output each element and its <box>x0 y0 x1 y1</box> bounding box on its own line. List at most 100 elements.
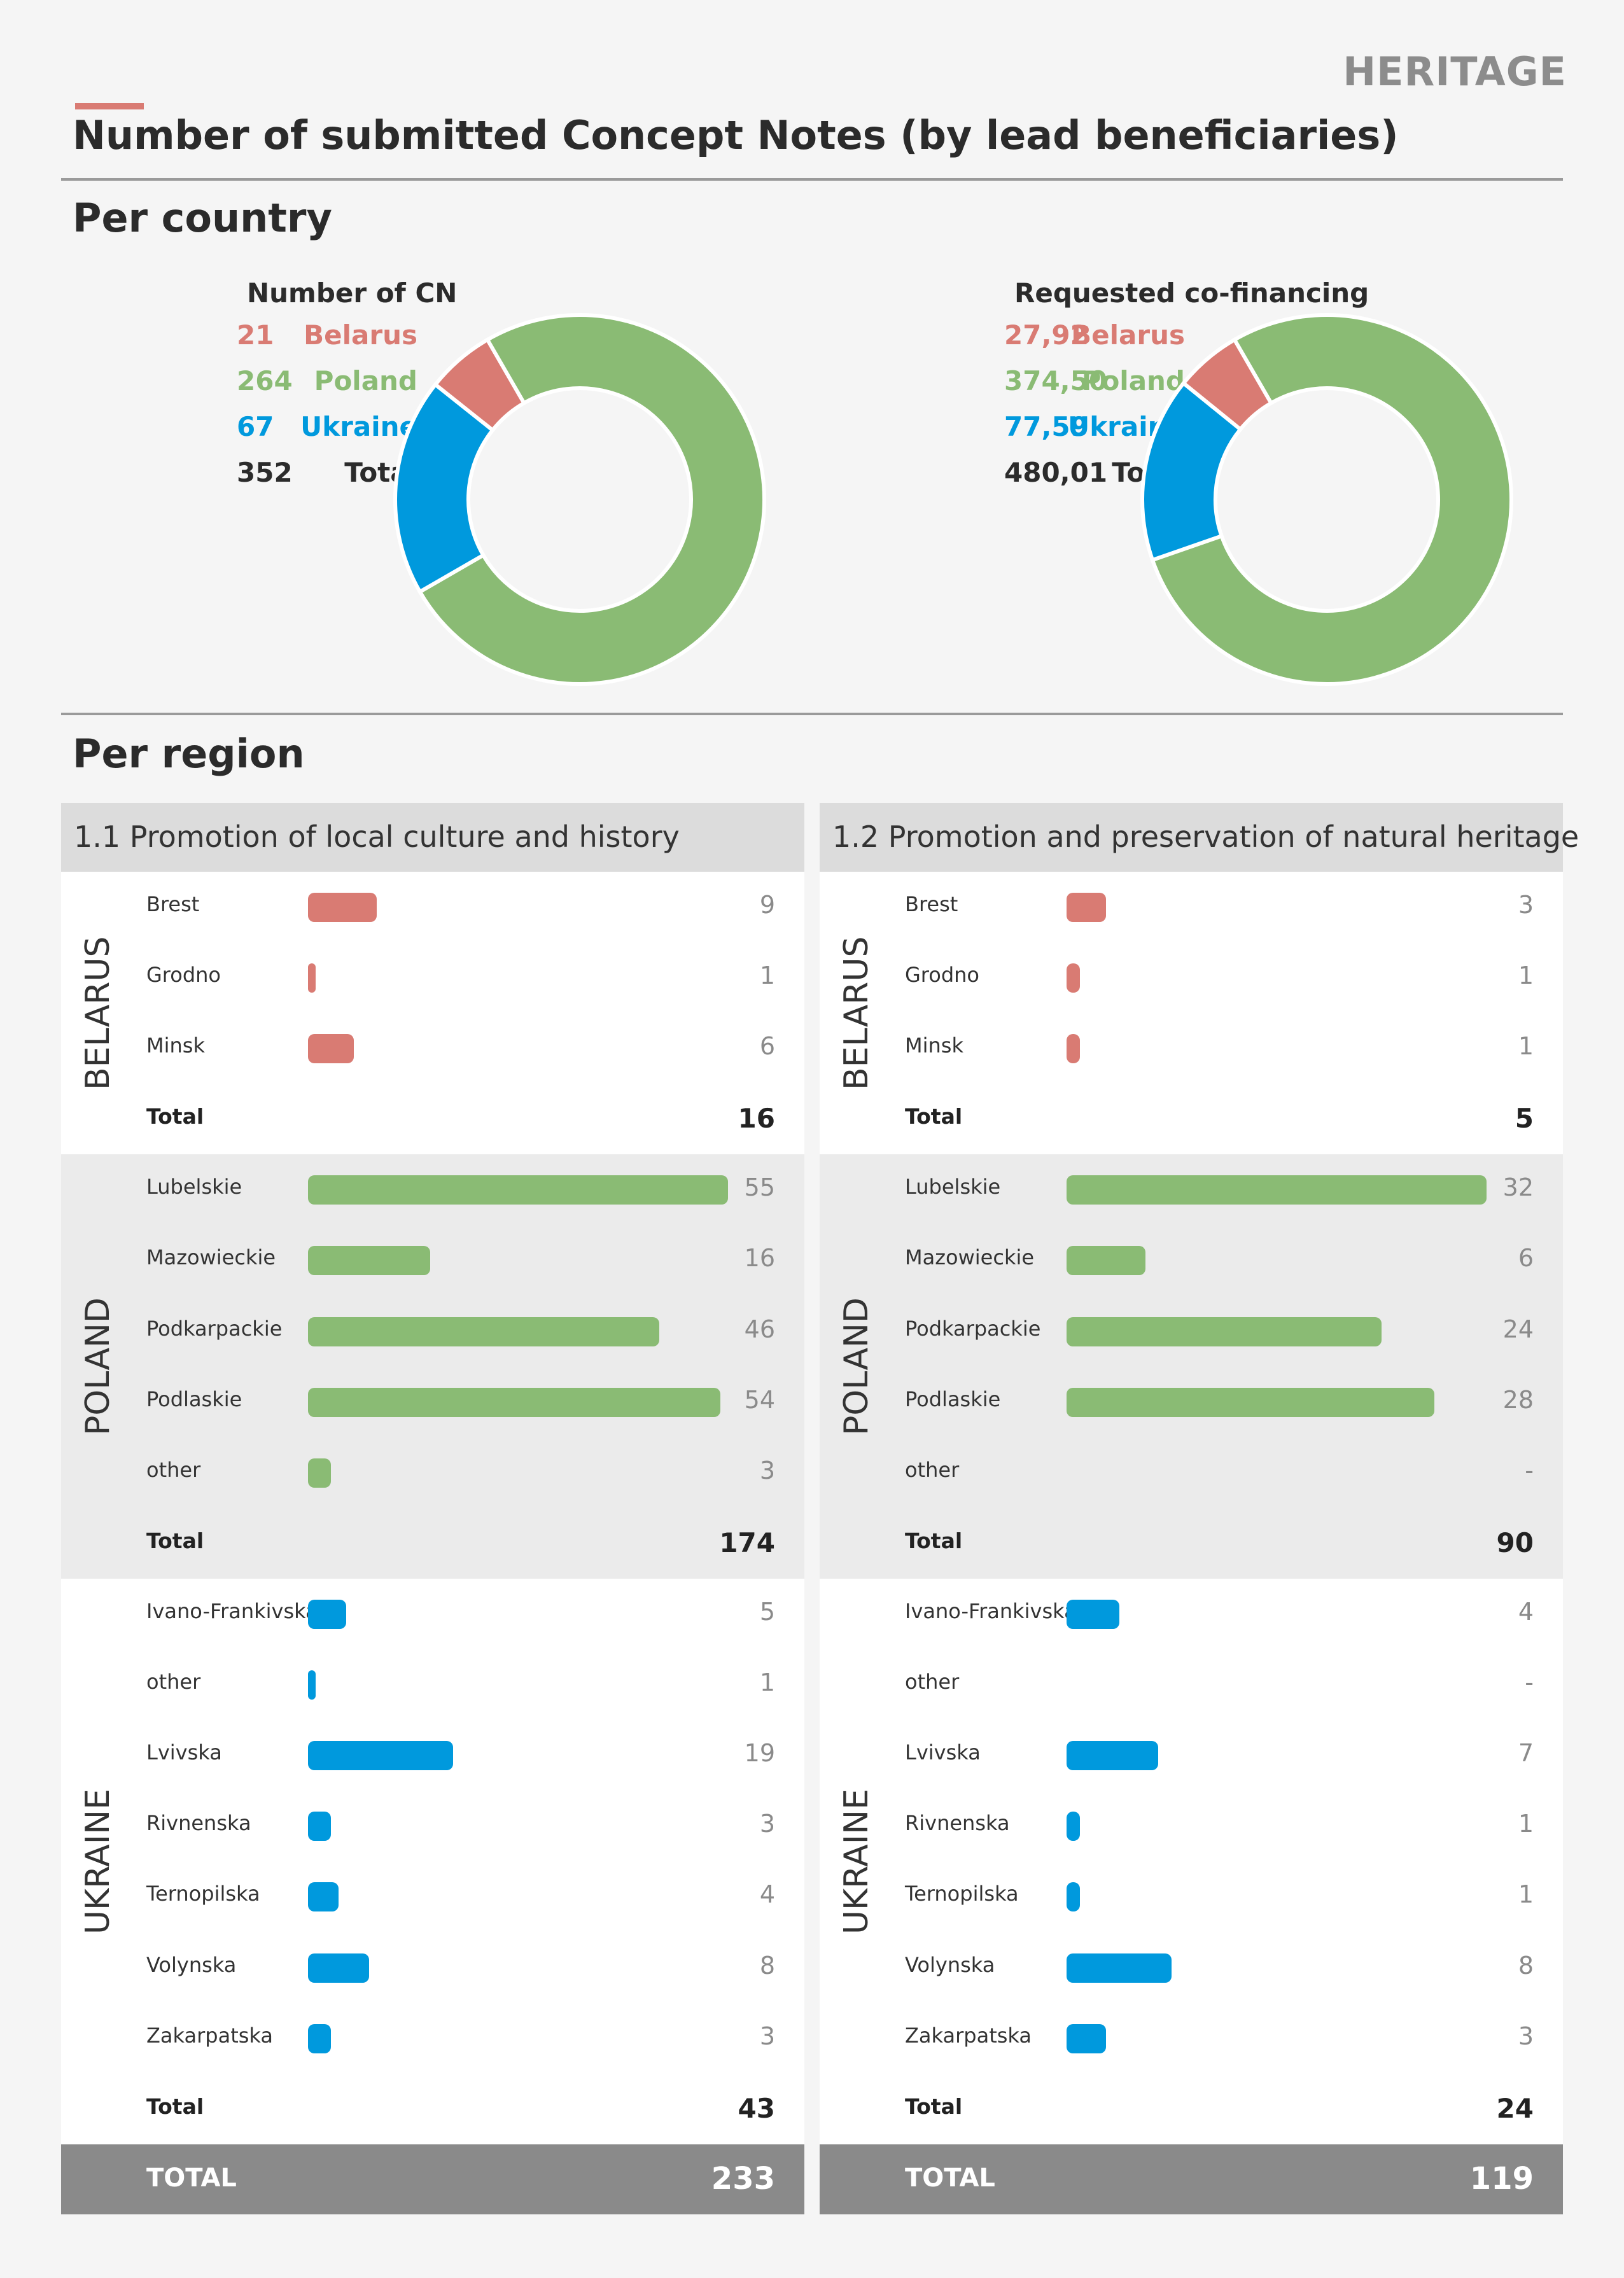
total-label: Total <box>146 2093 204 2119</box>
region-value: - <box>1525 1456 1534 1485</box>
region-bar <box>1067 1741 1159 1771</box>
region-row: Ivano-Frankivska 5 <box>61 1579 804 1649</box>
grand-total-value: 233 <box>711 2160 775 2197</box>
region-row: Ternopilska 1 <box>820 1861 1563 1932</box>
region-bar <box>308 1600 346 1629</box>
region-name: Ivano-Frankivska <box>905 1599 1077 1623</box>
region-bar <box>1067 1317 1382 1346</box>
region-row: Lvivska 7 <box>820 1720 1563 1791</box>
section-tag: HERITAGE <box>1343 48 1567 95</box>
legend-value: 21 <box>237 319 274 351</box>
total-label: Total <box>905 2093 963 2119</box>
legend-row-total: Total480,01 <box>803 457 1185 495</box>
donut-slice-ukraine <box>393 382 496 595</box>
region-row: Podlaskie 54 <box>61 1367 804 1437</box>
region-row: Zakarpatska 3 <box>61 2003 804 2074</box>
region-value: 55 <box>744 1173 775 1202</box>
region-value: 6 <box>759 1032 775 1061</box>
legend-value: 77,59 <box>1004 411 1089 442</box>
donut-slice-poland <box>417 313 766 686</box>
region-value: 8 <box>1518 1951 1534 1980</box>
region-name: Ivano-Frankivska <box>146 1599 318 1623</box>
legend-value: 480,01 <box>1004 457 1108 488</box>
region-row: other - <box>820 1437 1563 1508</box>
region-name: other <box>905 1670 960 1695</box>
region-bar <box>1067 1812 1080 1841</box>
region-value: 54 <box>744 1385 775 1414</box>
region-value: 1 <box>1518 1032 1534 1061</box>
grand-total-row: TOTAL 233 <box>61 2144 804 2214</box>
region-name: Lubelskie <box>905 1175 1001 1199</box>
region-value: 19 <box>744 1739 775 1768</box>
region-value: 1 <box>759 1668 775 1697</box>
region-name: Mazowieckie <box>146 1245 276 1270</box>
region-row: Lubelskie 32 <box>820 1154 1563 1225</box>
total-value: 43 <box>738 2092 775 2124</box>
region-name: Podlaskie <box>146 1387 242 1411</box>
total-value: 5 <box>1515 1103 1534 1135</box>
region-row: other 3 <box>61 1437 804 1508</box>
region-name: Volynska <box>146 1952 237 1977</box>
region-row: Podlaskie 28 <box>820 1367 1563 1437</box>
total-value: 24 <box>1496 2092 1534 2124</box>
legend-heading: Requested co-financing <box>1014 277 1369 309</box>
grand-total-value: 119 <box>1469 2160 1534 2197</box>
region-bar <box>1067 1034 1080 1064</box>
legend-row-total: Total 352 <box>36 457 417 495</box>
region-bar <box>308 1812 331 1841</box>
region-value: 24 <box>1502 1315 1534 1343</box>
region-panel-title: 1.1 Promotion of local culture and histo… <box>74 820 680 854</box>
region-value: 9 <box>759 891 775 919</box>
legend-label: Ukraine <box>300 411 417 442</box>
region-name: Volynska <box>905 1952 995 1977</box>
legend-value: 264 <box>237 365 293 396</box>
region-name: Rivnenska <box>146 1811 251 1836</box>
title-accent-bar <box>75 103 144 109</box>
legend-row-ukraine: Ukraine 67 <box>36 411 417 449</box>
grand-total-label: TOTAL <box>146 2163 237 2193</box>
region-row: Brest 9 <box>61 872 804 942</box>
region-bar <box>1067 1387 1434 1417</box>
region-row: Zakarpatska 3 <box>820 2003 1563 2074</box>
region-bar <box>308 1317 659 1346</box>
region-bar <box>1067 2023 1106 2053</box>
legend-row-poland: Poland 264 <box>36 365 417 403</box>
region-bar <box>1067 1246 1145 1276</box>
region-row: Volynska 8 <box>820 1932 1563 2003</box>
region-panel-natural-heritage: 1.2 Promotion and preservation of natura… <box>820 803 1579 2217</box>
region-name: Rivnenska <box>905 1811 1010 1836</box>
region-value: 46 <box>744 1315 775 1343</box>
grand-total-row: TOTAL 119 <box>820 2144 1563 2214</box>
legend-label: Poland <box>314 365 417 396</box>
region-row: Lubelskie 55 <box>61 1154 804 1225</box>
region-value: 4 <box>759 1880 775 1909</box>
divider <box>61 713 1563 715</box>
region-bar <box>308 1034 354 1064</box>
region-row: Minsk 1 <box>820 1013 1563 1084</box>
region-bar <box>308 1953 369 1983</box>
region-name: Grodno <box>905 963 979 988</box>
region-row: Ternopilska 4 <box>61 1861 804 1932</box>
region-value: 28 <box>1502 1385 1534 1414</box>
region-bar <box>1067 1175 1487 1205</box>
region-row: Volynska 8 <box>61 1932 804 2003</box>
region-value: 32 <box>1502 1173 1534 1202</box>
region-name: Mazowieckie <box>905 1245 1035 1270</box>
grand-total-label: TOTAL <box>905 2163 995 2193</box>
total-label: Total <box>905 1104 963 1129</box>
region-row: Podkarpackie 46 <box>61 1296 804 1367</box>
region-group-poland: POLAND Lubelskie 55 Mazowieckie 16 Podkarpack… <box>61 1154 804 1579</box>
region-row: Grodno 1 <box>61 942 804 1013</box>
region-bar <box>308 963 316 993</box>
region-value: 3 <box>759 1810 775 1838</box>
region-name: Podkarpackie <box>146 1316 283 1341</box>
total-value: 16 <box>738 1103 775 1135</box>
region-bar <box>308 1882 339 1912</box>
legend-value: 352 <box>237 457 293 488</box>
region-value: 1 <box>1518 961 1534 990</box>
donut-slice-ukraine <box>1140 381 1243 563</box>
divider <box>61 178 1563 181</box>
region-bar <box>308 1741 453 1771</box>
total-label: Total <box>905 1528 963 1553</box>
region-panel-header: 1.1 Promotion of local culture and histo… <box>61 803 804 872</box>
